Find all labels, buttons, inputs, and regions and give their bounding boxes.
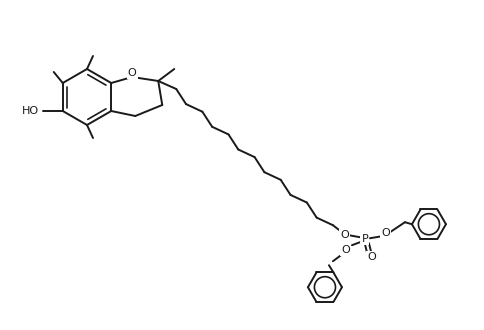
Text: O: O bbox=[367, 252, 376, 262]
Text: O: O bbox=[128, 68, 136, 78]
Text: O: O bbox=[341, 245, 349, 255]
Text: O: O bbox=[340, 230, 348, 240]
Text: P: P bbox=[361, 234, 367, 244]
Text: HO: HO bbox=[22, 106, 39, 116]
Text: O: O bbox=[381, 228, 390, 238]
